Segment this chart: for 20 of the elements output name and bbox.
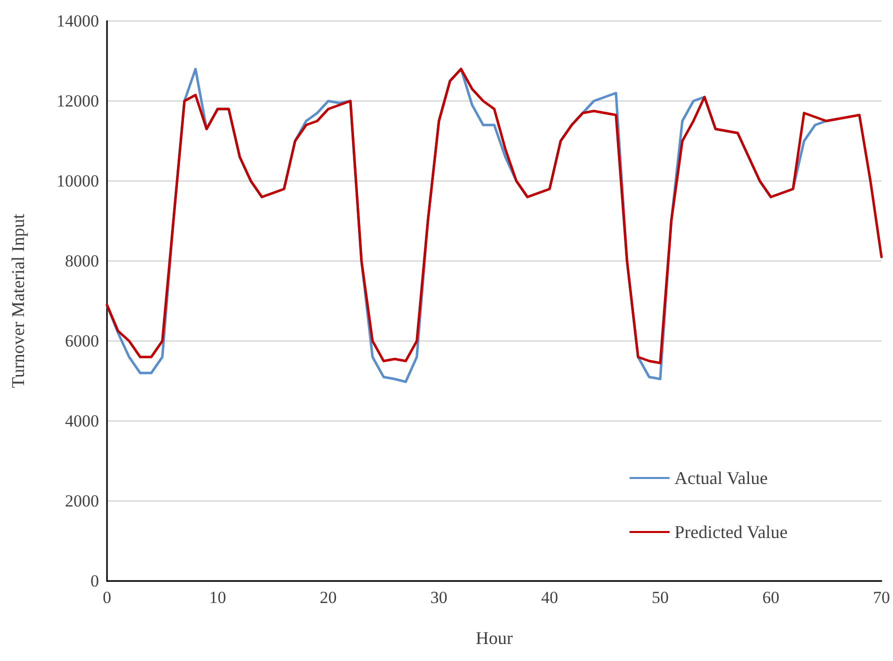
y-tick-label: 12000 <box>56 92 99 110</box>
y-tick-label: 10000 <box>56 172 99 190</box>
y-tick-label: 8000 <box>65 252 99 270</box>
x-tick-label: 70 <box>873 588 890 607</box>
legend-label: Actual Value <box>674 468 768 488</box>
x-tick-label: 0 <box>102 588 112 607</box>
x-tick-label: 40 <box>541 588 558 607</box>
x-axis-title: Hour <box>476 628 513 648</box>
x-tick-label: 10 <box>209 588 226 607</box>
y-tick-label: 6000 <box>65 332 99 350</box>
x-tick-label: 20 <box>320 588 337 607</box>
x-tick-label: 50 <box>652 588 669 607</box>
y-axis-title: Turnover Material Input <box>8 214 28 388</box>
x-tick-label: 30 <box>430 588 448 607</box>
y-tick-label: 0 <box>90 572 99 590</box>
y-tick-label: 14000 <box>56 12 99 30</box>
x-tick-label: 60 <box>762 588 780 607</box>
y-tick-label: 2000 <box>65 492 99 510</box>
y-tick-label: 4000 <box>65 412 99 430</box>
legend-label: Predicted Value <box>674 522 788 542</box>
